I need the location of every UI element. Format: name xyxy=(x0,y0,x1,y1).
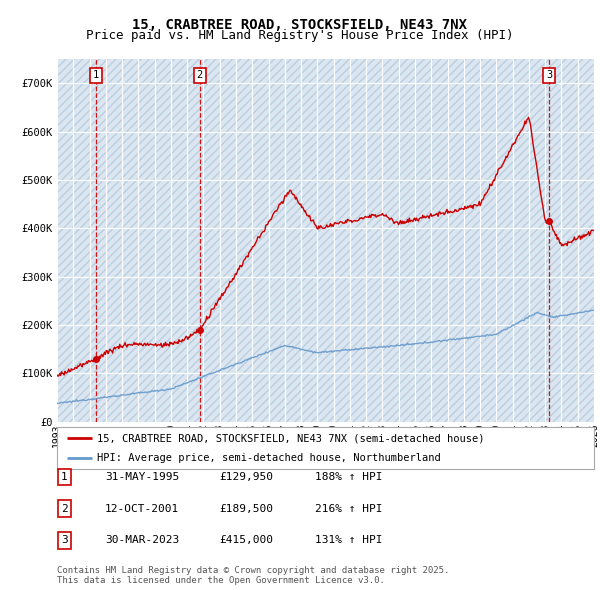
Text: £129,950: £129,950 xyxy=(219,472,273,481)
Text: 30-MAR-2023: 30-MAR-2023 xyxy=(105,536,179,545)
Text: Contains HM Land Registry data © Crown copyright and database right 2025.
This d: Contains HM Land Registry data © Crown c… xyxy=(57,566,449,585)
Text: 216% ↑ HPI: 216% ↑ HPI xyxy=(315,504,383,513)
Text: 15, CRABTREE ROAD, STOCKSFIELD, NE43 7NX (semi-detached house): 15, CRABTREE ROAD, STOCKSFIELD, NE43 7NX… xyxy=(97,433,485,443)
Text: 1: 1 xyxy=(93,70,100,80)
Text: 31-MAY-1995: 31-MAY-1995 xyxy=(105,472,179,481)
Text: £415,000: £415,000 xyxy=(219,536,273,545)
Text: 3: 3 xyxy=(61,536,68,545)
Text: 15, CRABTREE ROAD, STOCKSFIELD, NE43 7NX: 15, CRABTREE ROAD, STOCKSFIELD, NE43 7NX xyxy=(133,18,467,32)
Text: 1: 1 xyxy=(61,472,68,481)
Text: 3: 3 xyxy=(546,70,552,80)
Text: 12-OCT-2001: 12-OCT-2001 xyxy=(105,504,179,513)
Text: HPI: Average price, semi-detached house, Northumberland: HPI: Average price, semi-detached house,… xyxy=(97,453,441,463)
Text: 2: 2 xyxy=(197,70,203,80)
Text: 131% ↑ HPI: 131% ↑ HPI xyxy=(315,536,383,545)
Text: Price paid vs. HM Land Registry's House Price Index (HPI): Price paid vs. HM Land Registry's House … xyxy=(86,30,514,42)
Text: 2: 2 xyxy=(61,504,68,513)
Text: 188% ↑ HPI: 188% ↑ HPI xyxy=(315,472,383,481)
Text: £189,500: £189,500 xyxy=(219,504,273,513)
